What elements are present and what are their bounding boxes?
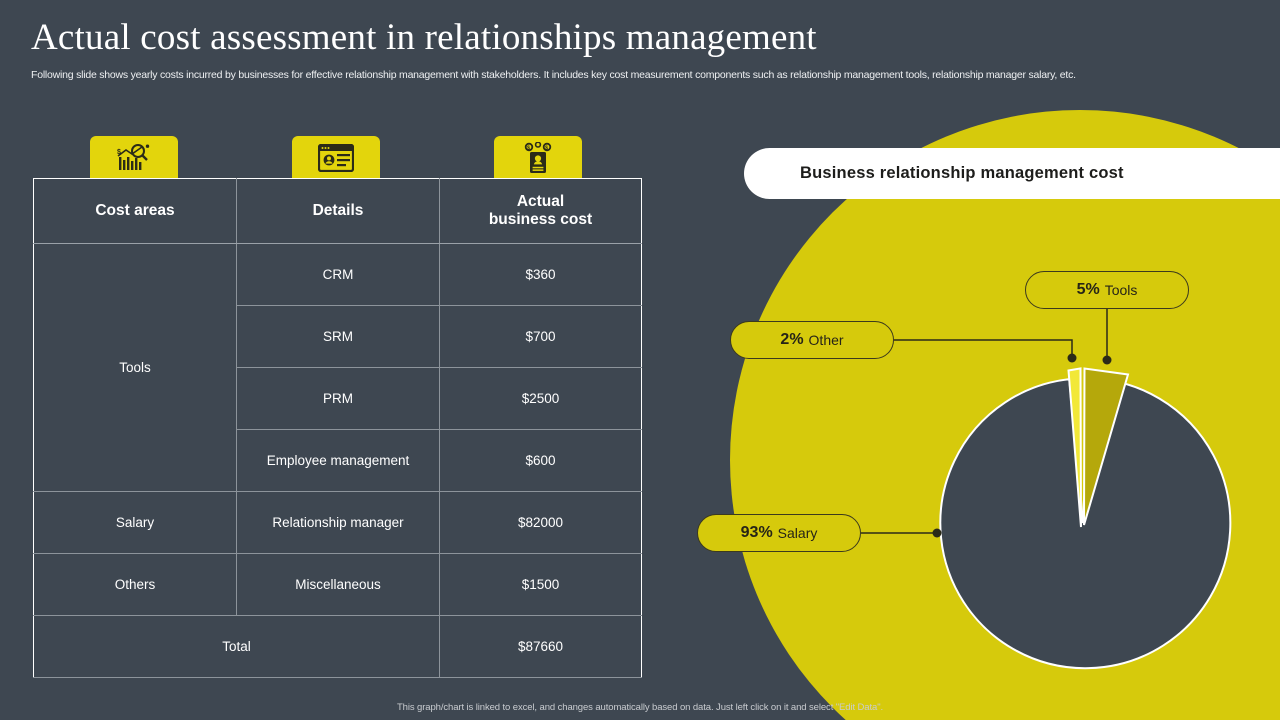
cost-cell: $82000 — [439, 491, 642, 554]
detail-cell: PRM — [236, 367, 440, 430]
total-label: Total — [33, 615, 440, 678]
table-row: Tools CRM $360 — [33, 243, 642, 492]
table-header-row: Cost areas Details Actual business cost — [33, 178, 642, 244]
cost-area-others: Others — [33, 553, 237, 616]
table-header-details: Details — [236, 178, 440, 244]
detail-cell: SRM — [236, 305, 440, 368]
icon-chip-salary-payment: $ $ — [494, 136, 582, 179]
callout-tools-pct: 5% — [1076, 281, 1100, 298]
leader-dot-other — [1067, 353, 1077, 363]
salary-payment-icon: $ $ — [521, 141, 555, 174]
table-row: Others Miscellaneous $1500 — [33, 553, 642, 616]
callout-other-label: Other — [808, 332, 844, 348]
total-value: $87660 — [439, 615, 642, 678]
chart-panel: Business relationship management cost 5%… — [640, 0, 1280, 720]
header-actual-line2: business cost — [488, 211, 593, 228]
table-header-cost-areas: Cost areas — [33, 178, 237, 244]
svg-text:$: $ — [527, 145, 530, 151]
icon-chip-cost-analysis: $ — [90, 136, 178, 179]
pie-chart — [861, 290, 1232, 670]
page-title: Actual cost assessment in relationships … — [31, 17, 817, 58]
icon-chip-customer-profile — [292, 136, 380, 179]
cost-cell: $700 — [439, 305, 642, 368]
svg-text:$: $ — [117, 149, 121, 156]
table-header-actual-business-cost: Actual business cost — [439, 178, 642, 244]
callout-tools[interactable]: 5% Tools — [1025, 271, 1189, 309]
cost-cell: $360 — [439, 243, 642, 306]
cost-cell: $2500 — [439, 367, 642, 430]
cost-cell: $600 — [439, 429, 642, 492]
leader-dot-salary — [932, 528, 942, 538]
cost-cell: $1500 — [439, 553, 642, 616]
callout-other-pct: 2% — [780, 331, 804, 348]
pie-slice-tools[interactable] — [1083, 367, 1130, 526]
header-actual-line1: Actual — [516, 193, 565, 210]
chart-title-banner: Business relationship management cost — [744, 148, 1280, 199]
chart-title: Business relationship management cost — [800, 164, 1124, 182]
callout-salary[interactable]: 93% Salary — [697, 514, 861, 552]
table-row: PRM $2500 — [34, 367, 642, 430]
cost-analysis-icon: $ — [117, 143, 151, 173]
detail-cell: CRM — [236, 243, 440, 306]
footer-note: This graph/chart is linked to excel, and… — [396, 702, 884, 713]
customer-profile-icon — [318, 143, 354, 172]
table-row: Salary Relationship manager $82000 — [33, 491, 642, 554]
callout-other[interactable]: 2% Other — [730, 321, 894, 359]
callout-salary-label: Salary — [777, 525, 818, 541]
page-subtitle: Following slide shows yearly costs incur… — [31, 69, 1076, 81]
leader-line-other — [894, 339, 1073, 358]
detail-cell: Miscellaneous — [236, 553, 440, 616]
cost-area-tools: Tools — [33, 243, 237, 492]
cost-area-salary: Salary — [33, 491, 237, 554]
table-row: SRM $700 — [34, 305, 642, 368]
svg-text:$: $ — [545, 145, 548, 151]
leader-dot-tools — [1102, 355, 1112, 365]
callout-salary-pct: 93% — [740, 524, 773, 541]
table-total-row: Total $87660 — [33, 615, 642, 678]
pie-slice-other[interactable] — [1067, 367, 1082, 528]
callout-tools-label: Tools — [1104, 282, 1138, 298]
detail-cell: Employee management — [236, 429, 440, 492]
cost-table: Cost areas Details Actual business cost … — [33, 178, 642, 678]
detail-cell: Relationship manager — [236, 491, 440, 554]
